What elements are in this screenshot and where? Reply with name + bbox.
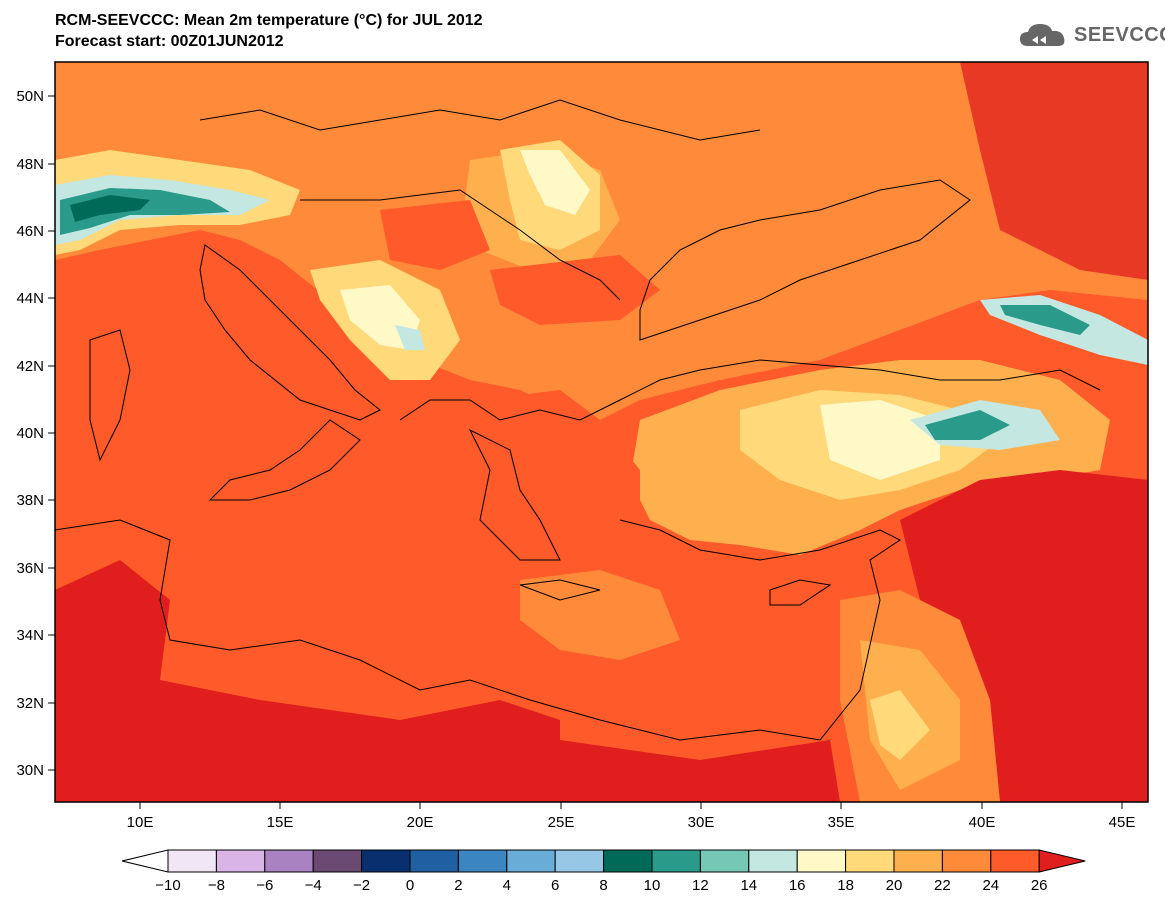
lat-label: 40N <box>16 425 44 442</box>
map-frame <box>54 61 1149 803</box>
colorbar-label: 16 <box>789 877 806 894</box>
lon-label: 10E <box>127 814 154 831</box>
colorbar-label: 0 <box>406 877 414 894</box>
latitude-axis: 50N 48N 46N 44N 42N 40N 38N 36N 34N 32N … <box>16 88 55 779</box>
colorbar-swatch <box>748 849 798 873</box>
colorbar-label: 24 <box>982 877 999 894</box>
lat-label: 48N <box>16 156 44 173</box>
colorbar-label: 20 <box>886 877 903 894</box>
longitude-axis: 10E 15E 20E 25E 30E 35E 40E 45E <box>127 802 1136 831</box>
lon-label: 30E <box>688 814 715 831</box>
colorbar-swatch <box>554 849 605 873</box>
colorbar-label: 6 <box>551 877 559 894</box>
colorbar-label: −2 <box>353 877 370 894</box>
colorbar-label: 10 <box>644 877 661 894</box>
coastlines <box>55 99 1101 741</box>
colorbar-swatch <box>264 849 314 873</box>
lon-label: 20E <box>407 814 434 831</box>
temperature-field <box>55 62 1148 802</box>
colorbar-label: 26 <box>1031 877 1048 894</box>
colorbar-swatch <box>457 849 508 873</box>
map-title-line2: Forecast start: 00Z01JUN2012 <box>55 33 284 50</box>
seevccc-logo: SEEVCCC <box>1018 20 1165 50</box>
lon-label: 40E <box>969 814 996 831</box>
colorbar-label: −6 <box>256 877 273 894</box>
lon-label: 45E <box>1109 814 1136 831</box>
lon-label: 25E <box>548 814 575 831</box>
lat-label: 50N <box>16 88 44 105</box>
logo-label: SEEVCCC <box>1074 23 1165 46</box>
colorbar-under-triangle <box>121 849 169 873</box>
colorbar-swatch <box>167 849 217 873</box>
colorbar-label: −8 <box>208 877 225 894</box>
colorbar-swatch <box>990 849 1040 873</box>
colorbar-label: 4 <box>503 877 511 894</box>
colorbar-swatch <box>361 849 411 873</box>
colorbar-swatch <box>215 849 266 873</box>
lat-label: 36N <box>16 560 44 577</box>
lat-label: 38N <box>16 492 44 509</box>
lon-label: 35E <box>828 814 855 831</box>
colorbar-swatch <box>845 849 895 873</box>
colorbar-swatch <box>506 849 556 873</box>
colorbar-label: −10 <box>155 877 180 894</box>
colorbar-label: 8 <box>599 877 607 894</box>
colorbar-label: 14 <box>740 877 757 894</box>
colorbar-swatch <box>941 849 992 873</box>
colorbar-label: 22 <box>934 877 951 894</box>
lat-label: 44N <box>16 290 44 307</box>
colorbar-swatch <box>312 849 363 873</box>
lat-label: 34N <box>16 627 44 644</box>
lon-label: 15E <box>267 814 294 831</box>
cloud-icon <box>1020 24 1065 46</box>
colorbar-swatch <box>893 849 943 873</box>
colorbar: −10 −8 −6 −4 −2 0 2 4 6 8 10 12 14 16 18 20 22 24 26 <box>121 849 1086 894</box>
colorbar-over-triangle <box>1038 849 1086 873</box>
colorbar-label: 12 <box>692 877 709 894</box>
colorbar-label: 2 <box>454 877 462 894</box>
colorbar-swatch <box>409 849 459 873</box>
colorbar-swatch <box>796 849 847 873</box>
lat-label: 32N <box>16 695 44 712</box>
colorbar-label: 18 <box>837 877 854 894</box>
lat-label: 30N <box>16 762 44 779</box>
colorbar-swatch <box>651 849 701 873</box>
lat-label: 42N <box>16 358 44 375</box>
colorbar-swatch <box>603 849 653 873</box>
map-title-line1: RCM-SEEVCCC: Mean 2m temperature (°C) fo… <box>55 12 483 29</box>
colorbar-swatch <box>699 849 750 873</box>
lat-label: 46N <box>16 223 44 240</box>
colorbar-label: −4 <box>305 877 322 894</box>
